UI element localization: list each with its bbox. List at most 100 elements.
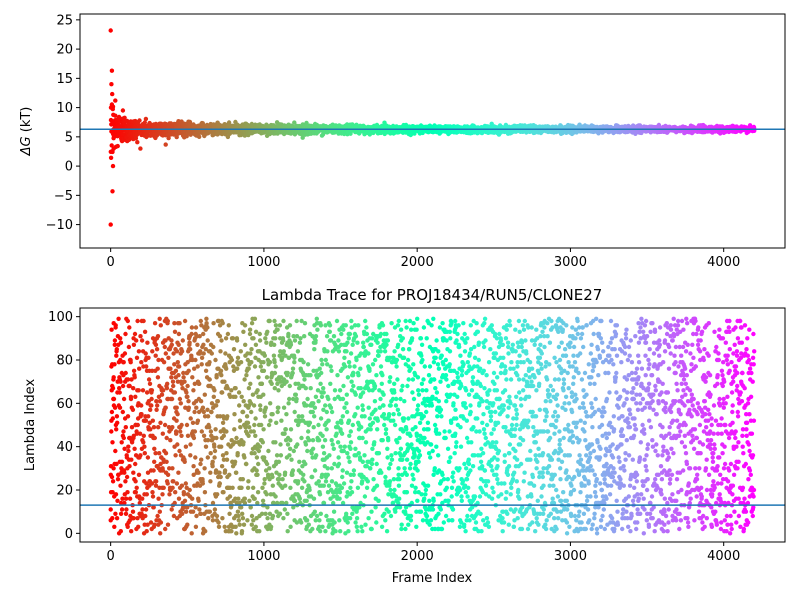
y-tick-label: −10 (46, 218, 73, 233)
data-point (220, 321, 225, 326)
data-point (118, 336, 123, 341)
data-point (118, 379, 123, 384)
data-point (212, 444, 217, 449)
data-point (195, 364, 200, 369)
data-point (150, 349, 155, 354)
data-point (161, 388, 166, 393)
data-point (151, 425, 157, 430)
data-point (208, 470, 213, 475)
data-point (109, 474, 115, 480)
data-point (148, 427, 153, 432)
data-point (190, 509, 196, 514)
data-point (175, 442, 180, 447)
data-point (208, 479, 213, 484)
data-point (128, 396, 134, 402)
data-point (155, 513, 160, 519)
data-point (171, 383, 176, 389)
data-point (129, 457, 134, 462)
data-point (183, 481, 188, 486)
data-point (182, 318, 188, 324)
data-point (135, 422, 140, 428)
data-point (109, 143, 114, 148)
data-point (174, 349, 180, 354)
data-point (139, 412, 144, 417)
data-point (149, 396, 154, 402)
data-point (114, 414, 120, 419)
data-point (131, 368, 137, 373)
data-point (211, 344, 216, 350)
data-point (173, 453, 178, 458)
y-tick-label: 0 (65, 160, 73, 175)
data-point (115, 143, 120, 149)
data-point (141, 318, 146, 324)
data-point (145, 340, 150, 345)
data-point (186, 368, 191, 373)
data-point (185, 433, 191, 438)
data-point (199, 429, 204, 434)
data-point (123, 479, 128, 484)
data-point (217, 470, 222, 475)
data-point (134, 485, 139, 490)
data-point (110, 163, 116, 169)
data-point (111, 396, 117, 402)
data-point (209, 409, 214, 415)
data-point (182, 459, 187, 464)
data-point (160, 431, 165, 436)
data-point (138, 453, 143, 458)
data-point (174, 431, 179, 436)
data-point (174, 481, 180, 486)
data-point (125, 524, 130, 529)
data-point (110, 189, 115, 194)
data-point (142, 329, 148, 334)
data-point (162, 344, 167, 350)
data-point (135, 140, 140, 145)
data-point (188, 453, 193, 458)
data-point (121, 429, 126, 434)
data-point (123, 370, 128, 376)
data-point (109, 327, 114, 332)
data-point (173, 490, 178, 495)
data-point (165, 522, 171, 527)
data-point (143, 507, 149, 512)
data-point (159, 392, 165, 397)
data-point (191, 464, 196, 469)
data-point (163, 526, 168, 532)
data-point (186, 399, 191, 404)
data-point (138, 146, 143, 151)
data-point (163, 405, 168, 410)
data-point (144, 492, 149, 497)
data-point (170, 466, 175, 471)
data-point (143, 351, 148, 356)
data-point (125, 414, 131, 419)
data-point (146, 414, 151, 419)
data-point (157, 316, 162, 321)
data-point (158, 531, 163, 536)
data-point (112, 362, 117, 367)
data-point (205, 407, 210, 412)
data-point (162, 422, 168, 428)
data-point (166, 355, 171, 360)
data-point (146, 355, 151, 360)
data-point (185, 383, 190, 389)
data-point (197, 134, 202, 139)
data-point (113, 98, 118, 103)
data-point (197, 507, 202, 512)
data-point (115, 477, 121, 482)
data-point (165, 318, 170, 324)
data-point (156, 496, 161, 501)
data-point (219, 464, 225, 469)
data-point (131, 470, 136, 475)
data-point (184, 134, 189, 139)
data-point (143, 418, 149, 423)
data-point (137, 118, 142, 123)
data-point (192, 429, 198, 434)
data-point (219, 444, 224, 449)
data-point (177, 448, 182, 454)
data-point (141, 440, 146, 445)
data-point (210, 518, 216, 523)
data-point (109, 68, 115, 73)
data-point (117, 405, 123, 410)
data-point (183, 444, 189, 449)
data-point (156, 425, 161, 430)
